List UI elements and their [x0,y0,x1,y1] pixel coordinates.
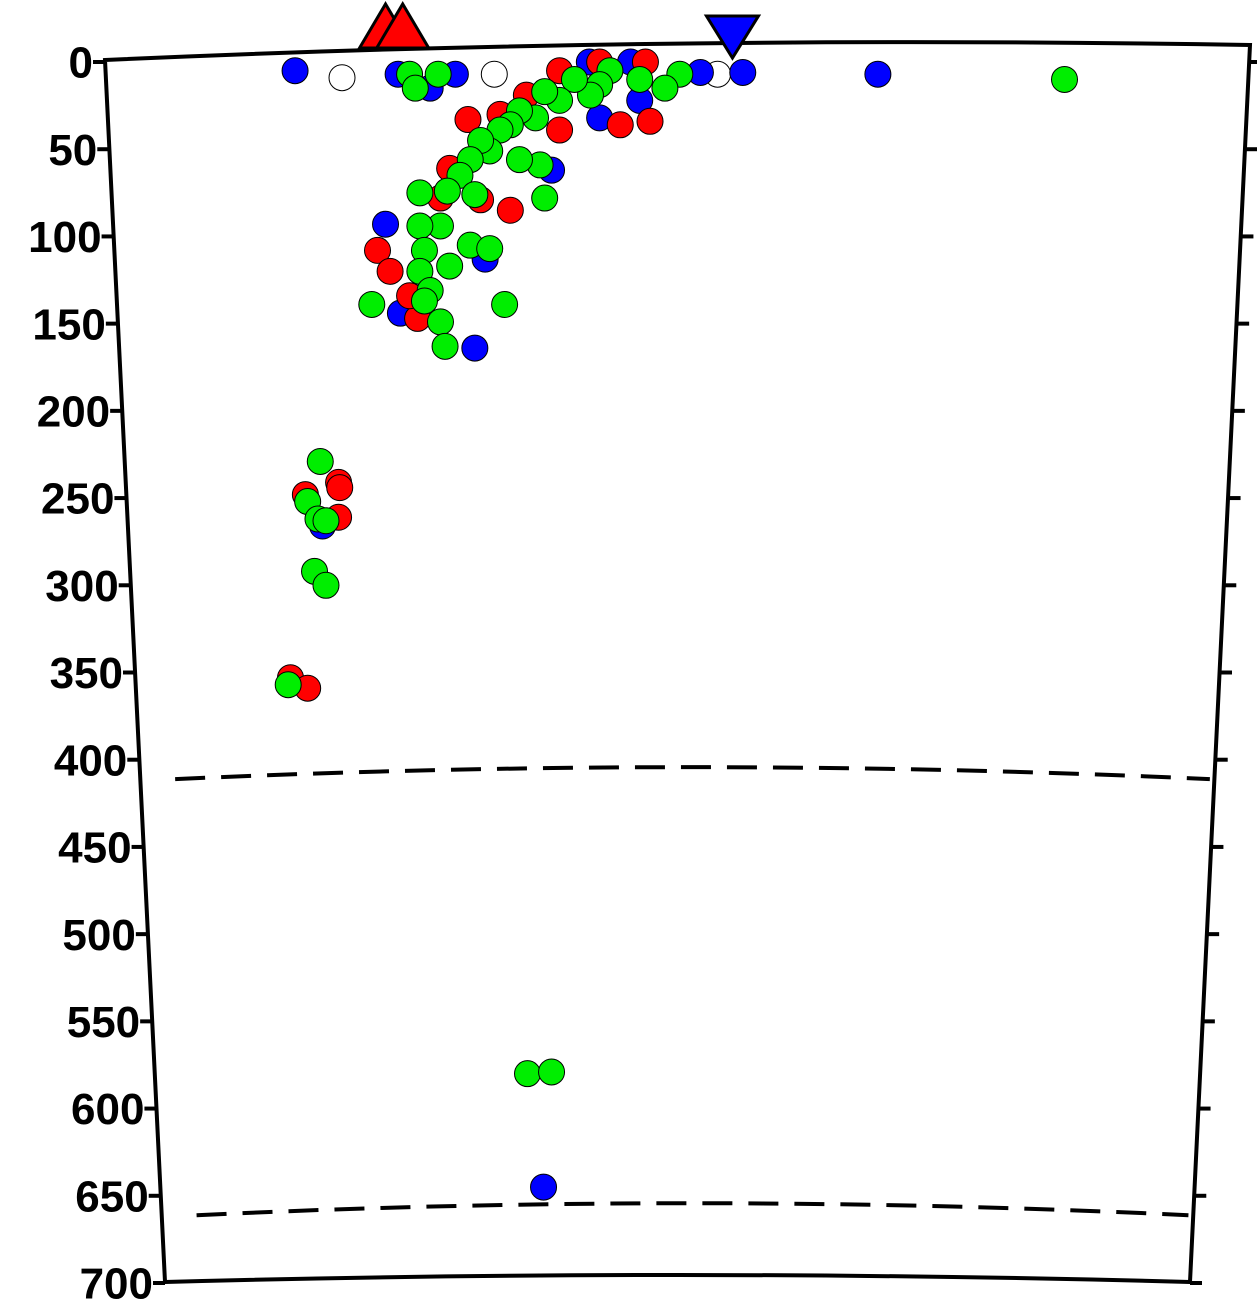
event [454,106,482,134]
y-tick-label: 150 [32,300,105,349]
y-tick-label: 0 [69,39,93,88]
y-tick-label: 350 [50,649,123,698]
y-tick-label: 200 [37,387,110,436]
event [864,60,892,88]
discontinuity-line [175,765,1210,782]
event [626,65,654,93]
event [364,236,392,264]
event [433,177,461,205]
event [546,116,574,144]
station-marker [703,14,762,61]
y-tick-label: 500 [62,911,135,960]
event [410,287,438,315]
event [480,60,508,88]
event [401,74,429,102]
event [531,184,559,212]
event [636,107,664,135]
event [426,308,454,336]
event [491,290,519,318]
event [312,571,340,599]
y-tick-label: 100 [28,213,101,262]
y-tick-label: 300 [45,562,118,611]
event [530,1173,558,1201]
event [531,78,559,106]
y-tick-label: 50 [48,126,97,175]
event [326,474,354,502]
event [476,235,504,263]
event [651,74,679,102]
station-marker [374,1,432,50]
event [729,58,757,86]
y-tick-label: 550 [67,998,140,1047]
event [274,671,302,699]
event [406,212,434,240]
event [461,181,489,209]
event [328,64,356,92]
event [431,332,459,360]
discontinuity-line [196,1201,1189,1218]
event [461,334,489,362]
y-tick-label: 650 [75,1172,148,1221]
event [606,111,634,139]
event [424,60,452,88]
event [306,447,334,475]
event [514,1060,542,1088]
event [496,196,524,224]
section-frame [102,40,1253,1285]
event [376,257,404,285]
y-tick-label: 600 [71,1085,144,1134]
event [1051,65,1079,93]
event [436,252,464,280]
event [406,179,434,207]
event [312,507,340,535]
event [358,290,386,318]
y-tick-label: 400 [54,736,127,785]
event [505,146,533,174]
y-tick-label: 450 [58,824,131,873]
event [281,57,309,85]
y-tick-label: 700 [80,1260,153,1308]
y-tick-label: 250 [41,475,114,524]
event [560,65,588,93]
event [372,210,400,238]
event [538,1058,566,1086]
